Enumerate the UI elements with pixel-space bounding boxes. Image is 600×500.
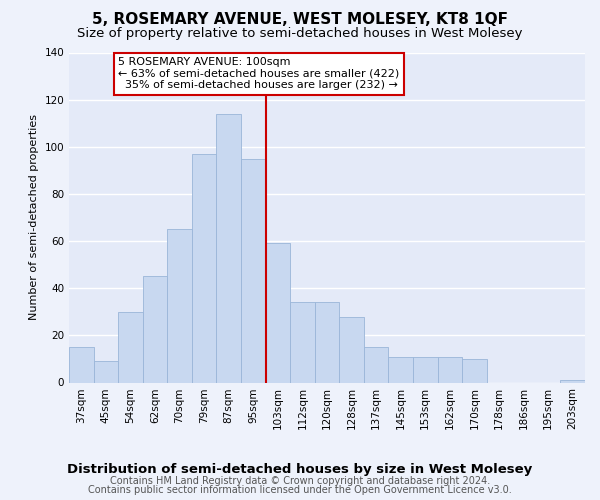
Text: 5, ROSEMARY AVENUE, WEST MOLESEY, KT8 1QF: 5, ROSEMARY AVENUE, WEST MOLESEY, KT8 1Q… (92, 12, 508, 28)
Bar (118, 312, 143, 382)
Bar (167, 230, 192, 382)
Text: Distribution of semi-detached houses by size in West Molesey: Distribution of semi-detached houses by … (67, 462, 533, 475)
Text: Contains HM Land Registry data © Crown copyright and database right 2024.: Contains HM Land Registry data © Crown c… (110, 476, 490, 486)
Bar (192, 154, 217, 382)
Y-axis label: Number of semi-detached properties: Number of semi-detached properties (29, 114, 39, 320)
Bar (364, 347, 388, 382)
Bar (241, 158, 266, 382)
Bar (413, 356, 437, 382)
Text: Size of property relative to semi-detached houses in West Molesey: Size of property relative to semi-detach… (77, 28, 523, 40)
Bar (462, 359, 487, 382)
Bar (560, 380, 585, 382)
Bar (339, 316, 364, 382)
Bar (143, 276, 167, 382)
Bar (266, 244, 290, 382)
Bar (437, 356, 462, 382)
Bar (290, 302, 315, 382)
Bar (69, 347, 94, 382)
Text: Contains public sector information licensed under the Open Government Licence v3: Contains public sector information licen… (88, 485, 512, 495)
Bar (388, 356, 413, 382)
Bar (94, 362, 118, 382)
Text: 5 ROSEMARY AVENUE: 100sqm
← 63% of semi-detached houses are smaller (422)
  35% : 5 ROSEMARY AVENUE: 100sqm ← 63% of semi-… (118, 57, 400, 90)
Bar (217, 114, 241, 382)
Bar (315, 302, 339, 382)
